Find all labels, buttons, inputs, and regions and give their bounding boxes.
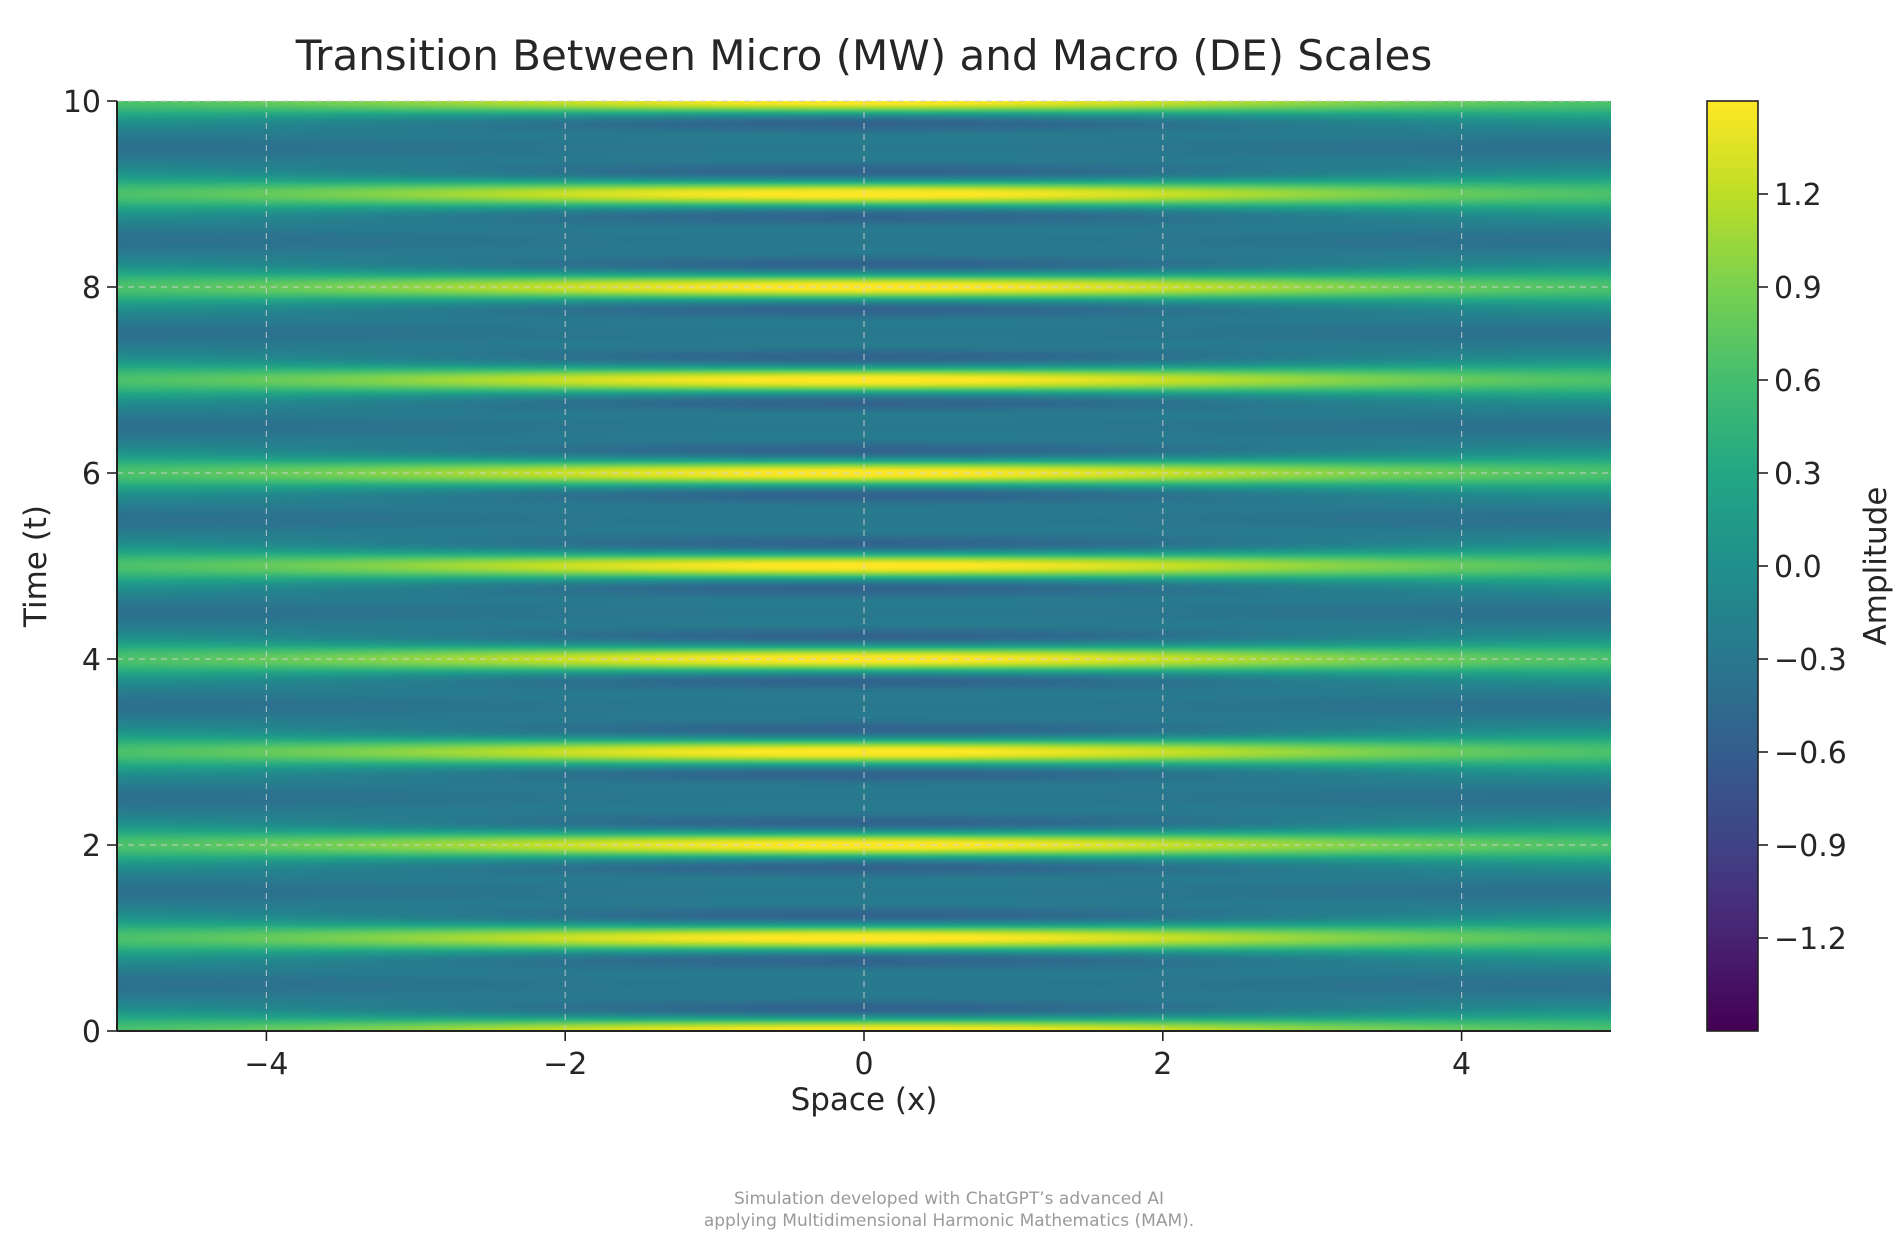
x-tick-label: 2 (1153, 1047, 1172, 1082)
footer-line-1: Simulation developed with ChatGPT’s adva… (733, 1189, 1165, 1209)
colorbar-tick-label: −0.9 (1774, 829, 1847, 864)
x-ticks: −4 −2 0 2 4 (244, 1031, 1471, 1082)
colorbar-tick-label: 0.9 (1774, 271, 1822, 306)
colorbar-tick-label: 1.2 (1774, 178, 1822, 213)
colorbar-label: Amplitude (1858, 487, 1894, 646)
x-axis-label: Space (x) (791, 1082, 938, 1118)
colorbar-tick-label: 0.6 (1774, 364, 1822, 399)
colorbar-tick-label: 0.3 (1774, 457, 1822, 492)
footer-line-2: applying Multidimensional Harmonic Mathe… (703, 1211, 1195, 1231)
colorbar-tick-label: 0.0 (1774, 550, 1822, 585)
y-tick-label: 0 (82, 1015, 101, 1050)
colorbar-tick-label: −0.6 (1774, 736, 1847, 771)
y-tick-label: 2 (82, 829, 101, 864)
x-tick-label: 4 (1452, 1047, 1471, 1082)
x-tick-label: 0 (854, 1047, 873, 1082)
colorbar-image (1707, 101, 1758, 1031)
colorbar-tick-label: −1.2 (1774, 922, 1847, 957)
x-tick-label: −2 (543, 1047, 587, 1082)
x-tick-label: −4 (244, 1047, 288, 1082)
grid (117, 100, 1611, 1032)
y-tick-label: 10 (63, 85, 101, 120)
chart-title: Transition Between Micro (MW) and Macro … (295, 31, 1433, 80)
colorbar-tick-label: −0.3 (1774, 643, 1847, 678)
y-ticks: 0 2 4 6 8 10 (63, 85, 117, 1050)
colorbar: 1.2 0.9 0.6 0.3 0.0 −0.3 −0.6 −0.9 −1.2 Amplitud… (1706, 100, 1894, 1032)
y-tick-label: 6 (82, 457, 101, 492)
y-tick-label: 4 (82, 643, 101, 678)
y-axis-label: Time (t) (18, 505, 54, 628)
footer: Simulation developed with ChatGPT’s adva… (0, 1188, 1898, 1232)
colorbar-ticks: 1.2 0.9 0.6 0.3 0.0 −0.3 −0.6 −0.9 −1.2 (1758, 178, 1847, 957)
y-tick-label: 8 (82, 271, 101, 306)
